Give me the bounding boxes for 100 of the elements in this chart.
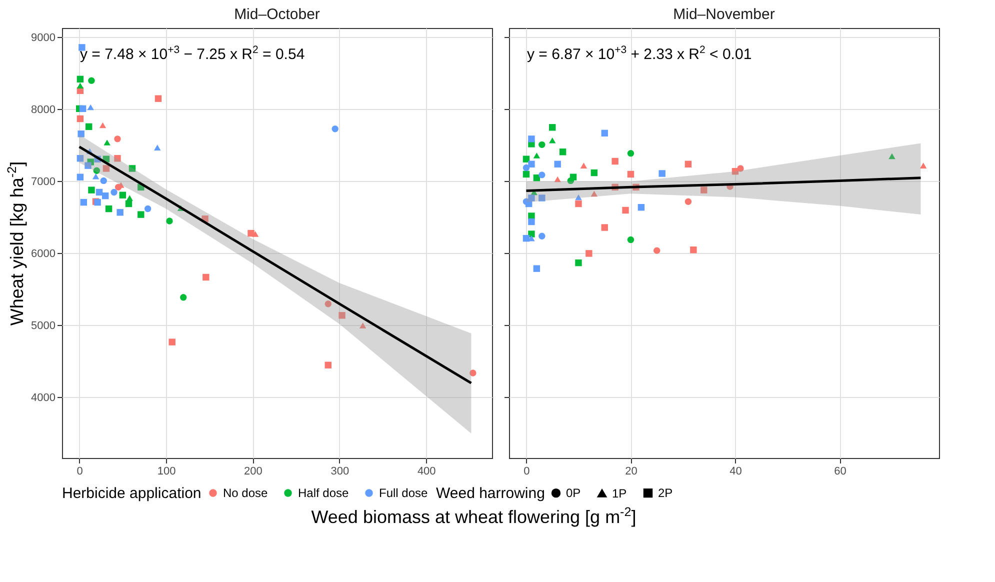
text: 2P: [658, 486, 673, 500]
point: [88, 186, 95, 194]
x-tick-label: 0: [524, 466, 530, 478]
point: [126, 195, 133, 201]
point: [559, 148, 566, 156]
point: [105, 205, 112, 212]
point: [138, 211, 144, 218]
point: [533, 152, 540, 158]
text: Herbicide application: [62, 485, 202, 502]
point: [104, 140, 110, 146]
x-tick-label: 20: [625, 466, 638, 478]
point: [612, 158, 618, 165]
point: [538, 141, 546, 148]
point: [76, 115, 84, 122]
point: [78, 130, 84, 138]
point: [575, 259, 582, 266]
point: [888, 153, 896, 160]
point: [128, 165, 136, 172]
point: [554, 176, 561, 182]
point: [601, 130, 608, 137]
point: [538, 232, 546, 240]
x-tick-label: 200: [244, 466, 262, 478]
chart-title: Mid–November: [673, 6, 775, 23]
point: [93, 167, 100, 174]
point: [78, 44, 86, 51]
point: [522, 234, 530, 242]
point: [154, 144, 161, 150]
point: [202, 274, 210, 281]
point: [76, 76, 84, 82]
point: [700, 186, 708, 194]
line-series: [78, 146, 472, 384]
point: [100, 177, 107, 184]
point: [76, 155, 84, 162]
point: [549, 137, 556, 144]
point: [114, 155, 121, 162]
point: [528, 218, 535, 226]
y-tick-label: 4000: [31, 392, 56, 404]
point: [522, 164, 530, 172]
point: [119, 192, 126, 198]
point: [684, 160, 692, 168]
point: [76, 82, 84, 89]
point: [590, 190, 598, 197]
point: [658, 170, 666, 177]
point: [570, 174, 577, 180]
text: Weed harrowing: [436, 485, 545, 502]
point: [114, 136, 121, 142]
x-axis-title: Weed biomass at wheat flowering [g m$^{-2}$]: [311, 505, 636, 527]
point: [84, 162, 92, 169]
y-tick-label: 6000: [31, 248, 56, 260]
point: [76, 174, 84, 180]
point: [538, 172, 546, 178]
point: [102, 192, 109, 200]
point: [86, 123, 92, 130]
point: [575, 200, 582, 208]
legend-label: No dose: [223, 486, 268, 500]
point: [92, 173, 100, 180]
annotation: y = 7.48 × 10$^{+3}$ − 7.25 x R$^{2}$ = 0.54: [80, 44, 305, 63]
y-tick-label: 5000: [31, 320, 56, 332]
x-tick-label: 100: [157, 466, 176, 478]
point: [99, 122, 106, 128]
point: [522, 156, 530, 162]
point: [538, 194, 546, 202]
point: [580, 162, 588, 168]
point: [920, 162, 927, 168]
annotation: y = 6.87 × 10$^{+3}$ + 2.33 x R$^{2}$ < 0.01: [527, 44, 752, 63]
point: [80, 198, 88, 206]
point: [586, 250, 592, 257]
point: [528, 194, 535, 202]
y-tick-label: 9000: [31, 32, 56, 44]
x-tick-label: 300: [330, 466, 350, 478]
point: [732, 168, 739, 175]
point: [627, 150, 634, 157]
point: [116, 209, 124, 216]
point: [533, 265, 540, 272]
point: [528, 160, 535, 168]
point: [338, 312, 346, 319]
point: [102, 165, 110, 172]
point: [627, 236, 634, 244]
point: [690, 246, 697, 254]
x-tick-label: 60: [834, 466, 846, 478]
point: [554, 160, 561, 168]
x-tick-label: 0: [76, 466, 83, 478]
point: [470, 370, 476, 376]
point: [110, 188, 118, 196]
point: [359, 322, 366, 328]
point: [125, 200, 132, 208]
legend-label: Half dose: [298, 486, 350, 500]
x-tick-label: 40: [730, 466, 742, 478]
point: [166, 218, 173, 224]
point: [526, 200, 532, 208]
text: 1P: [612, 486, 627, 500]
point: [654, 247, 660, 254]
point: [601, 224, 608, 231]
chart-title: Mid–October: [234, 6, 320, 23]
point: [324, 362, 332, 368]
point: [622, 206, 629, 214]
point: [248, 230, 254, 237]
point: [528, 136, 535, 142]
point: [522, 170, 530, 178]
point: [88, 77, 95, 84]
